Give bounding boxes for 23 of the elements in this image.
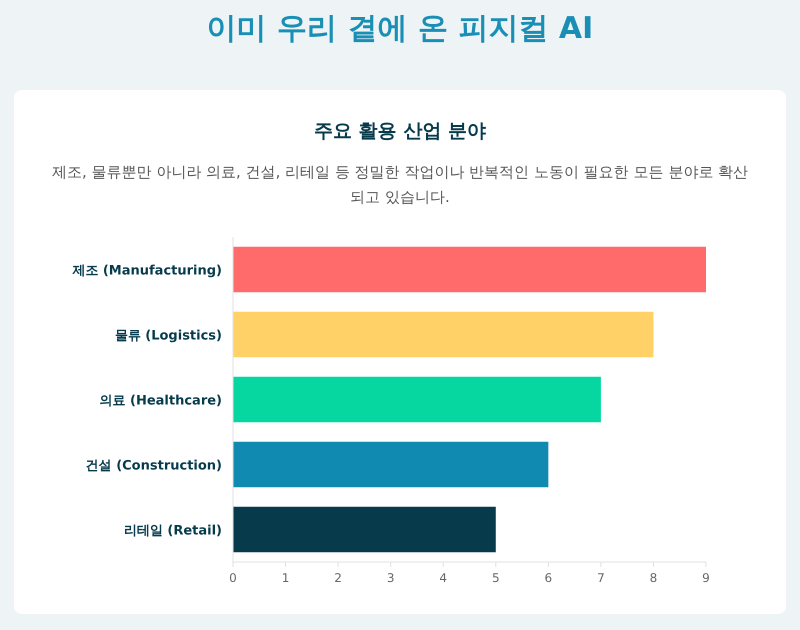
y-tick-label: 리테일 (Retail) <box>124 524 222 538</box>
chart-title: 이미 우리 곁에 온 피지컬 AI <box>206 11 594 46</box>
y-tick-label: 제조 (Manufacturing) <box>71 264 222 278</box>
x-tick-label: 1 <box>282 571 290 585</box>
y-tick-label: 건설 (Construction) <box>86 458 222 474</box>
bar <box>233 442 548 488</box>
x-tick-label: 5 <box>492 571 500 585</box>
x-tick-label: 2 <box>334 571 342 585</box>
x-tick-label: 8 <box>650 571 658 585</box>
x-tick-label: 3 <box>386 571 394 585</box>
bar <box>233 376 601 422</box>
x-tick-label: 6 <box>544 571 552 585</box>
y-tick-label: 의료 (Healthcare) <box>99 394 222 408</box>
x-tick-label: 0 <box>229 571 237 585</box>
bar <box>233 246 706 292</box>
x-tick-label: 7 <box>597 571 605 585</box>
x-tick-label: 4 <box>439 571 448 585</box>
y-tick-label: 물류 (Logistics) <box>114 328 222 344</box>
bar <box>233 506 496 552</box>
chart-subtitle: 주요 활용 산업 분야 <box>314 120 486 142</box>
x-tick-label: 9 <box>702 571 710 585</box>
bar <box>233 312 654 358</box>
text: 제조, 물류뿐만 아니라 의료, 건설, 리테일 등 정밀한 작업이나 반복적인 노동이 필요한 모든 분야로 확산되고 있습니다. <box>52 163 748 206</box>
